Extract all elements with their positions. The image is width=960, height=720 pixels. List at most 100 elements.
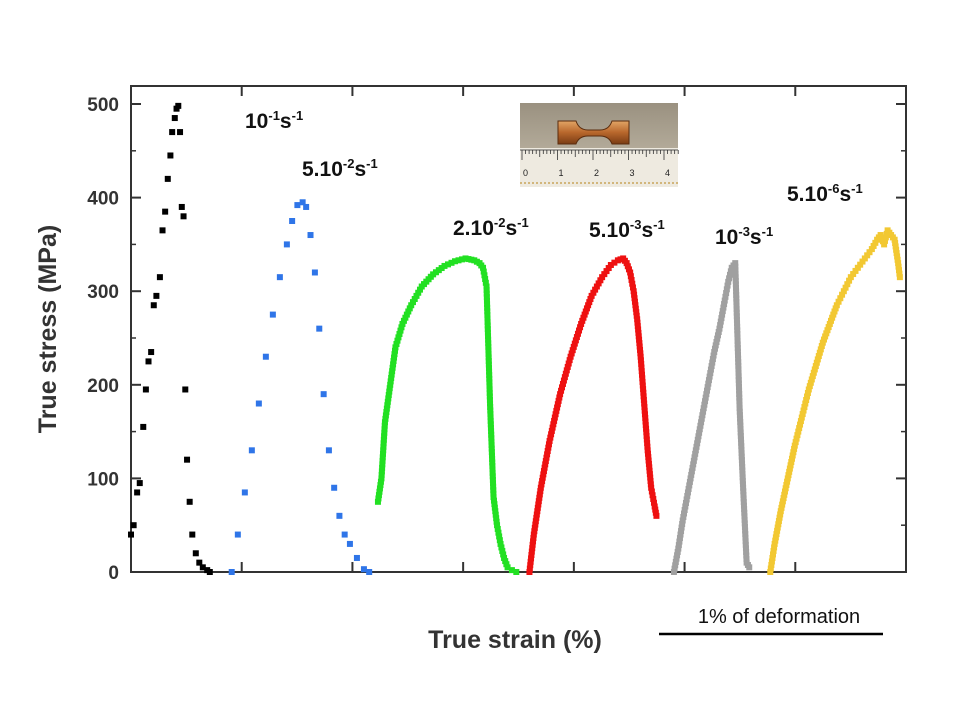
data-point: [486, 368, 493, 375]
data-point: [735, 366, 742, 373]
data-point: [687, 475, 694, 482]
data-point: [639, 375, 646, 382]
data-point: [552, 411, 559, 418]
data-point: [409, 299, 416, 306]
data-point: [739, 467, 746, 474]
data-point: [735, 362, 742, 369]
data-point: [398, 324, 405, 331]
data-point: [727, 268, 734, 275]
data-point: [156, 274, 163, 281]
data-point: [732, 281, 739, 288]
data-point: [894, 256, 901, 263]
data-point: [391, 347, 398, 354]
data-point: [489, 469, 496, 476]
data-point: [140, 423, 147, 430]
data-point: [482, 279, 489, 286]
data-point: [734, 320, 741, 327]
data-point: [485, 336, 492, 343]
data-point: [734, 327, 741, 334]
data-point: [644, 443, 651, 450]
data-point: [581, 311, 588, 318]
y-tick-label: 200: [87, 376, 119, 397]
data-point: [530, 538, 537, 545]
data-point: [833, 302, 840, 309]
data-point: [736, 398, 743, 405]
data-point: [388, 374, 395, 381]
data-point: [483, 297, 490, 304]
y-axis-ticks: 0 100 200 300 400 500: [87, 95, 906, 584]
data-point: [633, 309, 640, 316]
data-point: [739, 481, 746, 488]
data-point: [651, 503, 658, 510]
data-point: [740, 488, 747, 495]
data-point: [684, 492, 691, 499]
data-point: [709, 359, 716, 366]
data-point: [877, 232, 884, 239]
series-label: 5.10-6s-1: [787, 181, 863, 206]
data-point: [735, 352, 742, 359]
data-point: [496, 537, 503, 544]
data-point: [815, 353, 822, 360]
data-point: [555, 397, 562, 404]
data-point: [171, 115, 178, 122]
data-point: [379, 461, 386, 468]
data-point: [797, 418, 804, 425]
data-point: [445, 261, 452, 268]
data-point: [483, 287, 490, 294]
data-point: [560, 377, 567, 384]
data-point: [498, 544, 505, 551]
data-point: [563, 367, 570, 374]
data-point: [379, 464, 386, 471]
data-point: [783, 481, 790, 488]
data-point: [790, 449, 797, 456]
data-point: [497, 540, 504, 547]
data-point: [726, 271, 733, 278]
data-point: [643, 425, 650, 432]
data-point: [793, 435, 800, 442]
data-point: [559, 384, 566, 391]
data-point: [720, 304, 727, 311]
data-point: [549, 424, 556, 431]
data-point: [740, 499, 747, 506]
data-point: [707, 366, 714, 373]
data-point: [488, 438, 495, 445]
data-point: [653, 512, 660, 519]
data-point: [737, 425, 744, 432]
data-point: [485, 340, 492, 347]
data-point: [647, 481, 654, 488]
data-point: [480, 264, 487, 271]
data-point: [485, 350, 492, 357]
data-point: [415, 289, 422, 296]
data-point: [637, 346, 644, 353]
data-point: [868, 246, 875, 253]
data-point: [569, 347, 576, 354]
data-point: [642, 414, 649, 421]
data-point: [633, 312, 640, 319]
data-point: [489, 459, 496, 466]
data-point: [486, 393, 493, 400]
data-point: [605, 265, 612, 272]
data-point: [692, 447, 699, 454]
data-point: [192, 550, 199, 557]
data-point: [480, 268, 487, 275]
data-point: [809, 373, 816, 380]
data-point: [586, 299, 593, 306]
data-point: [389, 364, 396, 371]
data-point: [802, 400, 809, 407]
data-point: [486, 375, 493, 382]
data-point: [487, 403, 494, 410]
ruler-number: 2: [594, 168, 599, 178]
data-point: [732, 263, 739, 270]
ruler-number: 0: [523, 168, 528, 178]
data-point: [677, 531, 684, 538]
data-point: [707, 370, 714, 377]
data-point: [189, 531, 196, 538]
data-point: [712, 342, 719, 349]
data-point: [394, 337, 401, 344]
data-point: [719, 308, 726, 315]
data-point: [639, 378, 646, 385]
data-point: [808, 376, 815, 383]
data-point: [529, 541, 536, 548]
data-point: [738, 450, 745, 457]
data-point: [411, 296, 418, 302]
